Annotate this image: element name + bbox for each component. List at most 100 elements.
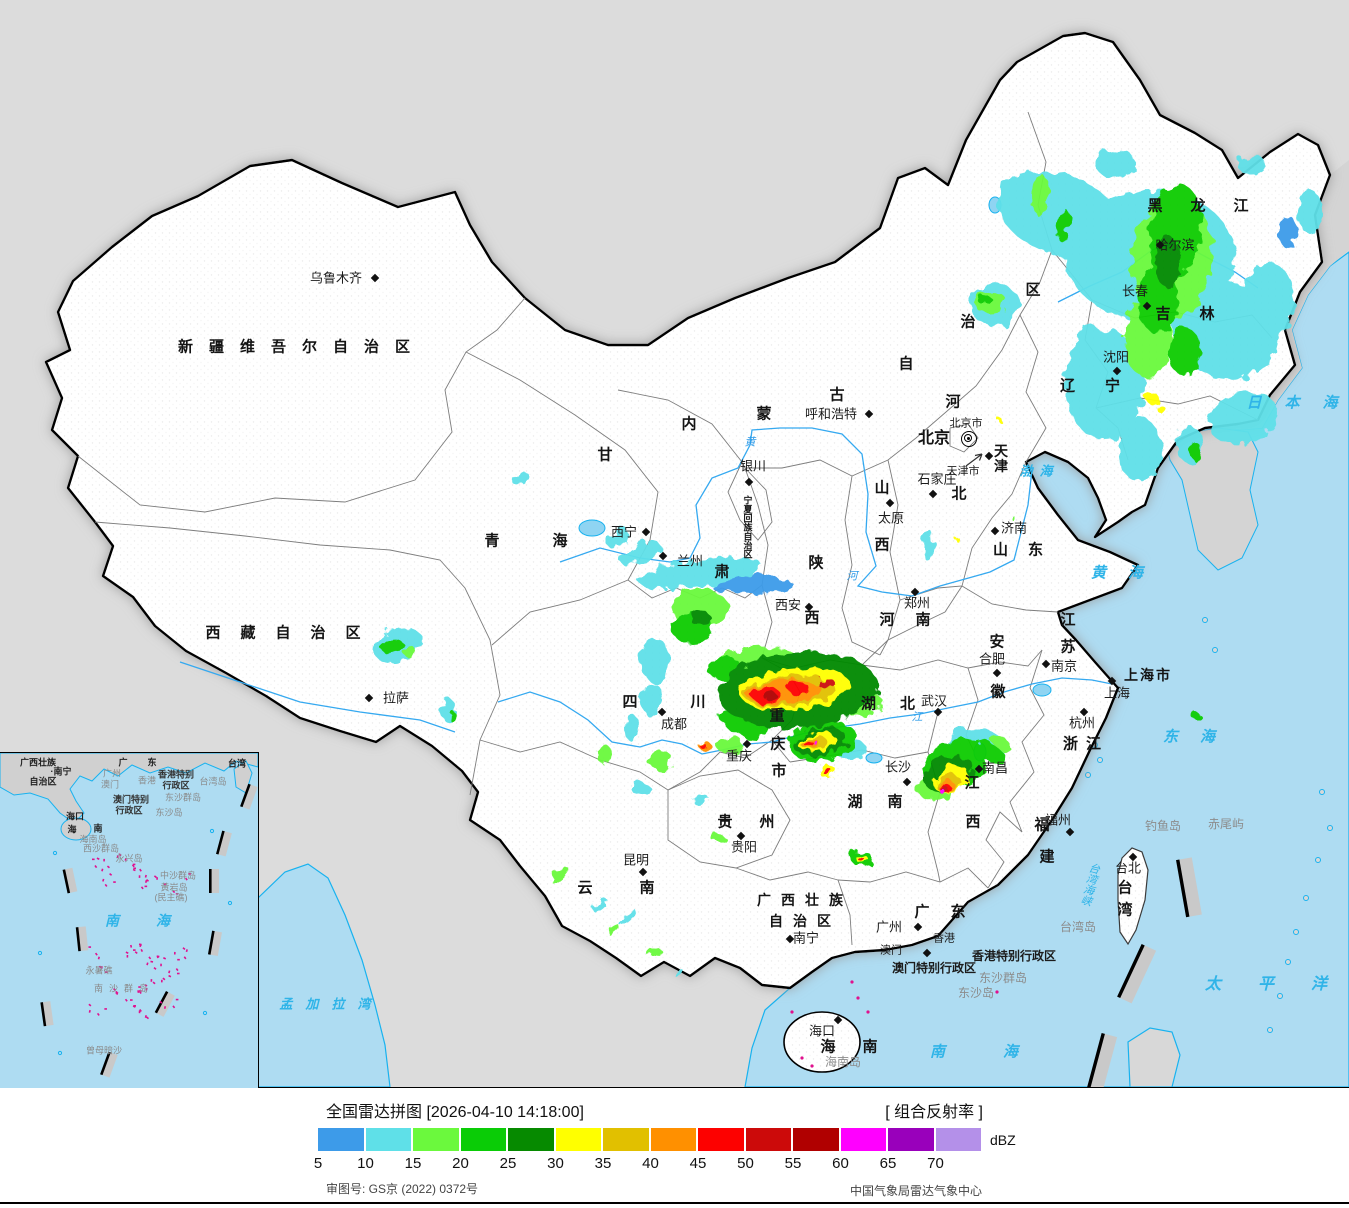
city-marker [902, 777, 912, 787]
city-label: 郑州 [903, 595, 931, 611]
city-label: 天津市 [946, 465, 980, 478]
city-label: 广州 [875, 919, 903, 935]
city-label: 长沙 [884, 759, 912, 775]
south-china-sea-inset: 广西壮族 自治区 ·南宁广东广州 澳门 香港 香港特别 行政区 澳门特别 行政区 台湾 台湾岛 东沙群… [0, 752, 259, 1089]
capital-marker [961, 431, 977, 447]
dbz-tick: 70 [927, 1155, 944, 1172]
province-label: 台 [1117, 879, 1133, 897]
sea-label: 黄海 [1090, 564, 1166, 582]
inset-label: 海 [156, 912, 170, 929]
inset-label: 永兴岛 [115, 853, 143, 864]
city-marker [641, 527, 651, 537]
dbz-tick: 15 [404, 1155, 422, 1172]
city-marker [928, 489, 938, 499]
city-marker [370, 273, 380, 283]
province-label: 云南 [577, 879, 702, 897]
dbz-tick: 10 [357, 1155, 374, 1172]
city-label: 哈尔滨 [1155, 237, 1195, 253]
city-label: 海口 [808, 1023, 836, 1039]
dbz-tick: 65 [879, 1155, 897, 1172]
inset-label: 黄岩岛 [160, 882, 188, 893]
colorbar-swatch-35 [603, 1128, 649, 1151]
province-label: 海南 [820, 1038, 905, 1056]
inset-label: 行政区 [115, 805, 143, 816]
inset-label: 自治区 [29, 776, 57, 787]
colorbar-swatch-30 [555, 1128, 601, 1151]
map-labels-layer: 新疆维吾尔自治区 西藏自治区 青海甘肃内蒙古自治区宁夏回族自治区陕西山西河北山东 河南… [178, 199, 1349, 1069]
approval-number: 审图号: GS京 (2022) 0372号 [326, 1182, 479, 1196]
inset-label: 曾母暗沙 [85, 1045, 123, 1056]
city-label: 北京市 [949, 417, 983, 430]
city-marker [933, 707, 943, 717]
colorbar-swatch-10 [365, 1128, 411, 1151]
province-label: 陕 [808, 554, 824, 572]
city-label: 西安 [774, 597, 802, 613]
province-label: 苏 [1060, 638, 1076, 656]
province-label: 肃 [714, 563, 730, 581]
city-label: 杭州 [1068, 715, 1096, 731]
dbz-tick: 35 [594, 1155, 612, 1172]
inset-label: 南 [93, 823, 103, 834]
province-label: 西 [804, 609, 820, 627]
dbz-colorbar [0, 1128, 1349, 1151]
city-label: 拉萨 [382, 690, 410, 706]
city-label: 南宁 [792, 930, 820, 946]
city-label: 澳门特别行政区 [891, 961, 977, 975]
province-label: 吉林 [1155, 305, 1244, 323]
dbz-unit-label: dBZ [990, 1132, 1016, 1148]
dbz-tick: 55 [784, 1155, 802, 1172]
province-label: 上海市 [1124, 667, 1172, 683]
basemap-canvas [44, 31, 1349, 1087]
province-label: 河南 [879, 611, 952, 629]
city-marker [658, 551, 668, 561]
city-marker [885, 498, 895, 508]
inset-label: 中沙群岛 [159, 870, 197, 881]
province-label: 重 [769, 707, 785, 725]
province-label: 区 [1025, 281, 1041, 299]
sea-label: 太平洋 [1204, 976, 1349, 993]
china-radar-map: 新疆维吾尔自治区 西藏自治区 青海甘肃内蒙古自治区宁夏回族自治区陕西山西河北山东 河南… [0, 0, 1349, 1089]
sea-label: 东海 [1162, 728, 1238, 746]
city-marker [1107, 676, 1117, 686]
province-label: 庆 [770, 735, 786, 753]
city-label: 银川 [739, 458, 767, 474]
city-marker [744, 477, 754, 487]
city-label: 南昌 [981, 760, 1009, 776]
city-marker [992, 668, 1002, 678]
inset-label: 广西壮族 [19, 757, 57, 768]
colorbar-swatch-50 [745, 1128, 791, 1151]
province-label: 建 [1039, 848, 1055, 866]
island-label: 海南岛 [824, 1055, 862, 1069]
river-label: 江 [911, 711, 923, 724]
city-label: 兰州 [676, 553, 704, 569]
inset-label: 西沙群岛 [82, 843, 120, 854]
province-label: 辽宁 [1059, 377, 1151, 395]
inset-label: 广 [118, 757, 128, 768]
city-label: 香港特别行政区 [971, 949, 1057, 963]
province-label: 北 [951, 485, 967, 503]
city-label: 台北 [1114, 860, 1142, 876]
province-label: 浙江 [1062, 735, 1110, 753]
island-label: 东沙岛 [957, 986, 995, 1000]
inset-label: 澳门 [100, 779, 120, 790]
colorbar-swatch-70 [935, 1128, 981, 1151]
dbz-tick: 60 [832, 1155, 849, 1172]
city-label: 石家庄 [917, 471, 957, 487]
dbz-tick: 20 [452, 1155, 469, 1172]
province-label: 自治区 [769, 913, 841, 929]
city-marker [984, 451, 994, 461]
dbz-tick-labels: 5 10 15 20 25 30 35 40 45 50 55 60 65 70 [0, 1155, 1349, 1172]
colorbar-swatch-65 [888, 1128, 934, 1151]
city-label: 重庆 [725, 748, 753, 764]
map-title: 全国雷达拼图 [2026-04-10 14:18:00] [326, 1104, 584, 1121]
inset-canvas [0, 753, 258, 1088]
inset-label: 南 [105, 912, 119, 929]
province-label: 山东 [992, 541, 1064, 559]
island-label: 钓鱼岛 [1144, 819, 1182, 833]
city-marker [864, 409, 874, 419]
legend-panel: 全国雷达拼图 [2026-04-10 14:18:00] [ 组合反射率 ] 5… [0, 1088, 1349, 1208]
province-label: 古 [829, 386, 845, 404]
bottom-rule [0, 1202, 1349, 1204]
colorbar-swatch-20 [460, 1128, 506, 1151]
